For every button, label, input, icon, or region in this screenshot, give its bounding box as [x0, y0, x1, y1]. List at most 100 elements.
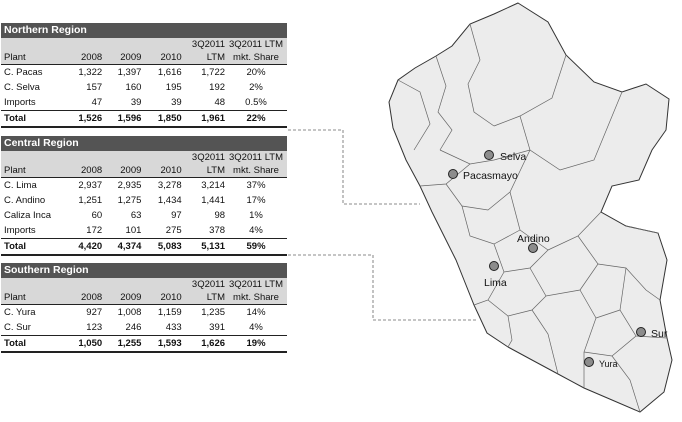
table-cell: 98: [214, 210, 226, 221]
plant-name: C. Pacas: [4, 67, 43, 78]
table-cell: 378: [209, 225, 226, 236]
table-cell: 172: [86, 225, 103, 236]
total-cell: 22%: [225, 110, 287, 128]
city-label-andino: Andino: [517, 233, 550, 245]
column-header: 3Q2011 LTM: [225, 38, 287, 51]
table-cell: 1,251: [78, 195, 103, 206]
table-cell: 2,935: [117, 180, 142, 191]
total-cell: 5,083: [141, 238, 182, 256]
table-cell: 37%: [246, 180, 266, 191]
table-cell: 17%: [246, 195, 266, 206]
total-row: Total 4,420 4,374 5,083 5,131 59%: [1, 238, 287, 256]
total-cell: 1,961: [181, 110, 226, 128]
total-cell: 4,420: [65, 238, 103, 256]
city-marker-selva: [484, 150, 494, 160]
total-cell: 1,050: [65, 335, 103, 353]
total-row: Total 1,526 1,596 1,850 1,961 22%: [1, 110, 287, 128]
table-cell: 101: [125, 225, 142, 236]
table-cell: 97: [171, 210, 182, 221]
city-marker-yura: [584, 357, 594, 367]
table-cell: 1,441: [201, 195, 226, 206]
column-header: 3Q2011: [181, 38, 226, 51]
city-label-pacasmayo: Pacasmayo: [463, 170, 518, 182]
table-cell: 1,235: [201, 307, 226, 318]
column-header: 2010: [141, 164, 182, 178]
column-header: mkt. Share: [225, 164, 287, 178]
city-label-sur: Sur: [651, 328, 668, 340]
column-header: [1, 151, 65, 164]
column-header: LTM: [181, 164, 226, 178]
column-header: LTM: [181, 291, 226, 305]
table-cell: 48: [214, 97, 226, 108]
column-header: 2010: [141, 291, 182, 305]
total-cell: 4,374: [102, 238, 142, 256]
column-header: 2009: [102, 51, 142, 65]
region-data-table: 3Q2011 3Q2011 LTM Plant 2008 2009 2010 LTM mkt.…: [1, 38, 287, 128]
table-cell: 246: [125, 322, 142, 333]
column-header: 2010: [141, 51, 182, 65]
plant-name: C. Andino: [4, 195, 46, 206]
northern-region-table: Northern Region 3Q2011 3Q2011 LTM Plant 2008…: [1, 23, 287, 128]
city-markers: Selva Pacasmayo Andino Lima Sur Yura: [448, 150, 668, 369]
column-header: LTM: [181, 51, 226, 65]
table-cell: 60: [91, 210, 103, 221]
table-cell: 123: [86, 322, 103, 333]
table-cell: 14%: [246, 307, 266, 318]
city-label-lima: Lima: [484, 277, 507, 289]
total-cell: Total: [1, 238, 65, 256]
plant-name: Caliza Inca: [4, 210, 51, 221]
city-label-selva: Selva: [500, 151, 526, 163]
column-header: [65, 151, 103, 164]
total-cell: 59%: [225, 238, 287, 256]
column-header: Plant: [1, 51, 65, 65]
column-header: [102, 151, 142, 164]
column-header: Plant: [1, 164, 65, 178]
table-cell: 4%: [249, 225, 263, 236]
column-header: 2009: [102, 164, 142, 178]
plant-name: C. Yura: [4, 307, 36, 318]
column-header: [141, 38, 182, 51]
table-cell: 4%: [249, 322, 263, 333]
southern-region-table: Southern Region 3Q2011 3Q2011 LTM Plant 2008…: [1, 263, 287, 353]
total-cell: 5,131: [181, 238, 226, 256]
column-header: [65, 38, 103, 51]
table-cell: 275: [165, 225, 182, 236]
plant-name: C. Sur: [4, 322, 31, 333]
table-row: C. Yura 927 1,008 1,159 1,235 14%: [1, 305, 287, 321]
central-region-table: Central Region 3Q2011 3Q2011 LTM Plant 2008 2…: [1, 136, 287, 256]
city-marker-lima: [489, 261, 499, 271]
region-data-table: 3Q2011 3Q2011 LTM Plant 2008 2009 2010 LTM mkt.…: [1, 151, 287, 256]
column-header: 3Q2011: [181, 151, 226, 164]
column-header: [102, 38, 142, 51]
column-header: [141, 151, 182, 164]
column-header: [65, 278, 103, 291]
table-cell: 20%: [246, 67, 266, 78]
table-row: C. Selva 157 160 195 192 2%: [1, 80, 287, 95]
column-header: 2008: [65, 51, 103, 65]
total-cell: 1,850: [141, 110, 182, 128]
table-cell: 433: [165, 322, 182, 333]
table-row: C. Andino 1,251 1,275 1,434 1,441 17%: [1, 193, 287, 208]
total-cell: 1,626: [181, 335, 226, 353]
column-header: 2008: [65, 291, 103, 305]
table-cell: 2%: [249, 82, 263, 93]
city-marker-pacasmayo: [448, 169, 458, 179]
table-cell: 1,434: [157, 195, 182, 206]
plant-name: Imports: [4, 97, 36, 108]
table-row: Caliza Inca 60 63 97 98 1%: [1, 208, 287, 223]
table-cell: 39: [130, 97, 142, 108]
table-row: C. Lima 2,937 2,935 3,278 3,214 37%: [1, 178, 287, 194]
plant-name: C. Selva: [4, 82, 40, 93]
department-borders: [397, 23, 668, 413]
table-row: Imports 172 101 275 378 4%: [1, 223, 287, 239]
city-marker-sur: [636, 327, 646, 337]
city-label-yura: Yura: [599, 359, 618, 369]
plant-name: C. Lima: [4, 180, 37, 191]
table-cell: 2,937: [78, 180, 103, 191]
table-cell: 391: [209, 322, 226, 333]
city-marker-andino: [528, 243, 538, 253]
column-header: 2009: [102, 291, 142, 305]
table-cell: 1,159: [157, 307, 182, 318]
region-title: Southern Region: [1, 263, 287, 278]
